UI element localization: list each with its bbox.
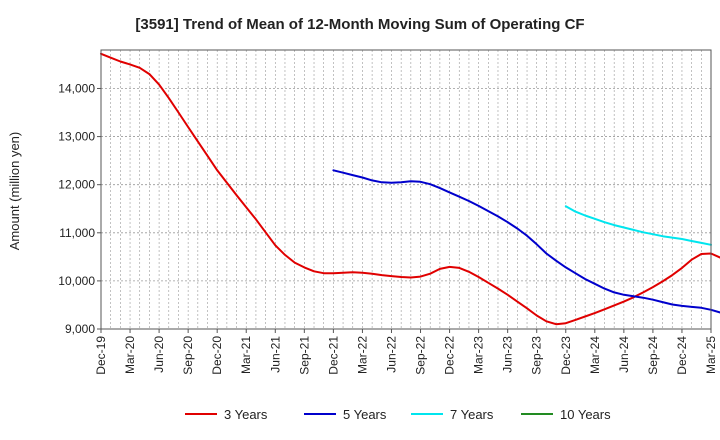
x-tick-label: Jun-20 bbox=[152, 336, 166, 373]
x-tick-label: Mar-22 bbox=[355, 336, 369, 374]
x-tick-label: Jun-23 bbox=[501, 336, 515, 373]
x-tick-label: Mar-25 bbox=[704, 336, 718, 374]
series-line-5-years bbox=[332, 169, 720, 314]
series-line-3-years bbox=[100, 52, 720, 326]
x-tick-label: Mar-24 bbox=[588, 336, 602, 374]
series-line-7-years bbox=[564, 205, 712, 246]
y-tick-labels: 9,000 10,000 11,000 12,000 13,000 14,000 bbox=[58, 81, 95, 336]
x-tick-label: Sep-24 bbox=[646, 336, 660, 375]
x-tick-label: Dec-24 bbox=[675, 336, 689, 375]
y-tick-label: 10,000 bbox=[58, 274, 95, 288]
legend-label-7-years: 7 Years bbox=[450, 407, 494, 422]
x-tick-labels: Dec-19 Mar-20 Jun-20 Sep-20 Dec-20 Mar-21 Jun-… bbox=[94, 336, 718, 375]
x-tick-label: Dec-23 bbox=[559, 336, 573, 375]
y-tick-label: 11,000 bbox=[59, 226, 95, 240]
x-tick-label: Sep-20 bbox=[181, 336, 195, 375]
x-tick-label: Sep-22 bbox=[414, 336, 428, 375]
legend-label-3-years: 3 Years bbox=[224, 407, 268, 422]
x-tick-label: Dec-21 bbox=[326, 336, 340, 375]
legend-label-10-years: 10 Years bbox=[560, 407, 611, 422]
legend-label-5-years: 5 Years bbox=[343, 407, 387, 422]
plot-area-frame bbox=[100, 49, 712, 330]
x-tick-label: Mar-20 bbox=[123, 336, 137, 374]
x-tick-label: Sep-23 bbox=[530, 336, 544, 375]
series-lines bbox=[100, 52, 720, 326]
x-tick-label: Sep-21 bbox=[297, 336, 311, 375]
x-tick-label: Jun-22 bbox=[384, 336, 398, 373]
x-tick-label: Dec-19 bbox=[94, 336, 108, 375]
x-tick-label: Jun-21 bbox=[268, 336, 282, 373]
y-tick-label: 12,000 bbox=[58, 178, 95, 192]
x-tick-label: Mar-21 bbox=[239, 336, 253, 374]
y-tick-label: 9,000 bbox=[65, 322, 95, 336]
x-tick-label: Mar-23 bbox=[472, 336, 486, 374]
x-tick-label: Jun-24 bbox=[617, 336, 631, 373]
x-tick-label: Dec-20 bbox=[210, 336, 224, 375]
y-tick-label: 14,000 bbox=[58, 81, 95, 95]
y-axis-label: Amount (million yen) bbox=[7, 132, 22, 251]
grid-lines bbox=[97, 50, 712, 333]
x-tick-label: Dec-22 bbox=[443, 336, 457, 375]
y-tick-label: 13,000 bbox=[58, 130, 95, 144]
chart-title: [3591] Trend of Mean of 12-Month Moving … bbox=[135, 16, 584, 33]
legend: 3 Years 5 Years 7 Years 10 Years bbox=[185, 407, 611, 422]
